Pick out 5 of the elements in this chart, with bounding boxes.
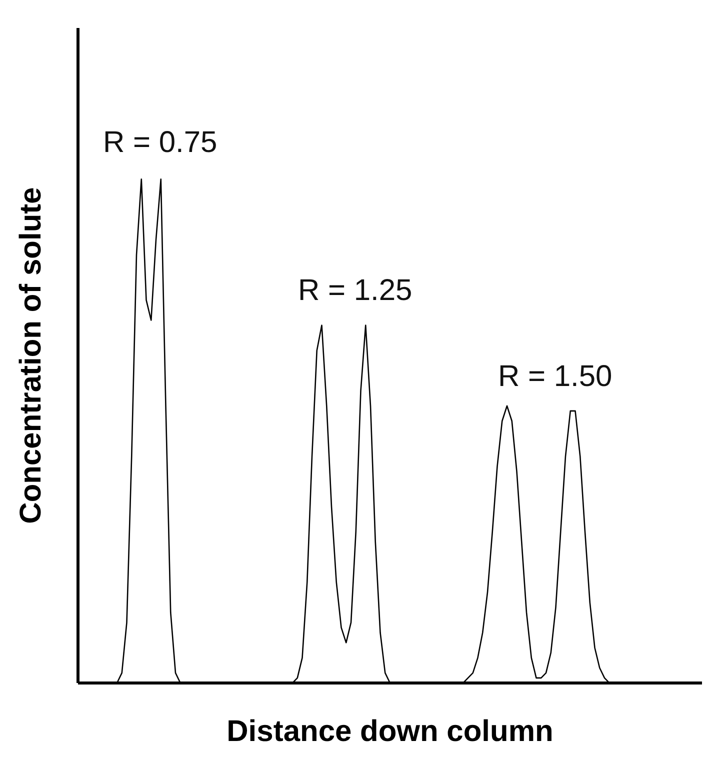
- x-axis-title: Distance down column: [226, 715, 554, 748]
- annotation: R = 1.50: [498, 360, 612, 394]
- annotation: R = 1.25: [298, 274, 412, 308]
- y-axis-title: Concentration of solute: [14, 187, 48, 524]
- text: R = 0.75: [103, 126, 218, 160]
